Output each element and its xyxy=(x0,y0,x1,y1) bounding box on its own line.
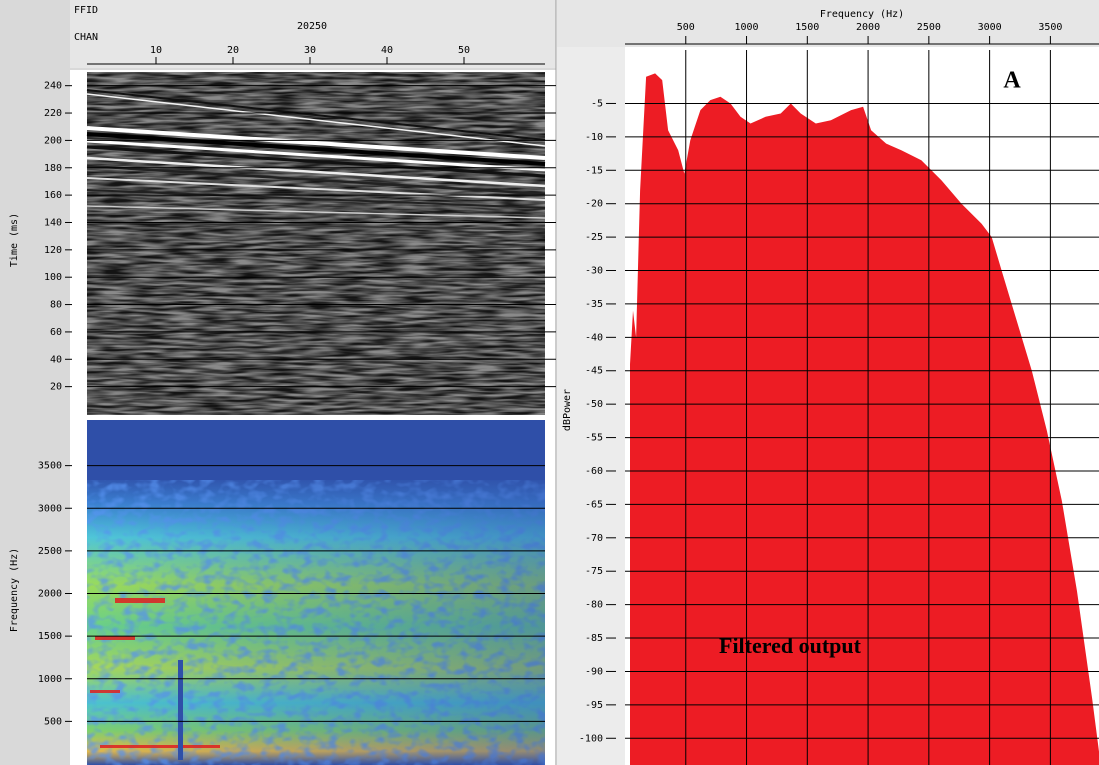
y-tick-label: 2500 xyxy=(38,546,62,557)
y-tick-label: -10 xyxy=(585,132,603,143)
y-tick-label: -70 xyxy=(585,533,603,544)
x-tick-label: 1000 xyxy=(734,22,758,33)
x-tick-label: 2000 xyxy=(856,22,880,33)
ffid-label: FFID xyxy=(74,5,98,16)
y-tick-label: -20 xyxy=(585,199,603,210)
y-tick-label: 40 xyxy=(50,354,62,365)
y-tick-label: -90 xyxy=(585,666,603,677)
x-tick-label: 1500 xyxy=(795,22,819,33)
right-header xyxy=(557,0,1099,47)
y-tick-label: 220 xyxy=(44,108,62,119)
seismic-noise xyxy=(87,72,545,415)
x-tick-label: 30 xyxy=(304,45,316,56)
x-tick-label: 10 xyxy=(150,45,162,56)
y-tick-label: -75 xyxy=(585,566,603,577)
y-tick-label: -85 xyxy=(585,633,603,644)
y-tick-label: 100 xyxy=(44,272,62,283)
y-axis-title: dBPower xyxy=(562,389,573,431)
y-tick-label: 3500 xyxy=(38,461,62,472)
y-tick-label: 1000 xyxy=(38,674,62,685)
y-tick-label: -95 xyxy=(585,700,603,711)
x-tick-label: 3000 xyxy=(978,22,1002,33)
spectrogram-empty-band xyxy=(87,420,545,480)
chan-label: CHAN xyxy=(74,32,98,43)
y-tick-label: 20 xyxy=(50,382,62,393)
spectrogram-dead-trace xyxy=(178,660,183,760)
x-tick-label: 50 xyxy=(458,45,470,56)
left-header xyxy=(70,0,556,68)
x-axis-title: Frequency (Hz) xyxy=(820,9,904,20)
y-tick-label: 160 xyxy=(44,190,62,201)
y-tick-label: 200 xyxy=(44,135,62,146)
y-tick-label: 120 xyxy=(44,245,62,256)
y-tick-label: 140 xyxy=(44,217,62,228)
annotation: Filtered output xyxy=(719,633,862,658)
y-tick-label: -60 xyxy=(585,466,603,477)
x-tick-label: 20 xyxy=(227,45,239,56)
y-tick-label: 80 xyxy=(50,300,62,311)
y-tick-label: 500 xyxy=(44,716,62,727)
y-tick-label: -55 xyxy=(585,433,603,444)
y-tick-label: -30 xyxy=(585,266,603,277)
y-tick-label: 1500 xyxy=(38,631,62,642)
y-tick-label: 180 xyxy=(44,163,62,174)
y-tick-label: -25 xyxy=(585,232,603,243)
y-axis-title: Time (ms) xyxy=(9,213,20,267)
y-tick-label: 3000 xyxy=(38,503,62,514)
ffid-value: 20250 xyxy=(297,21,327,32)
y-tick-label: -5 xyxy=(591,98,603,109)
y-tick-label: 60 xyxy=(50,327,62,338)
y-tick-label: -35 xyxy=(585,299,603,310)
y-tick-label: -50 xyxy=(585,399,603,410)
y-tick-label: -40 xyxy=(585,332,603,343)
x-tick-label: 3500 xyxy=(1038,22,1062,33)
y-tick-label: -100 xyxy=(579,733,603,744)
x-tick-label: 500 xyxy=(677,22,695,33)
y-tick-label: -45 xyxy=(585,366,603,377)
y-tick-label: 2000 xyxy=(38,589,62,600)
y-axis-title: Frequency (Hz) xyxy=(9,548,20,632)
panel-letter: A xyxy=(1003,68,1021,94)
y-tick-label: 240 xyxy=(44,81,62,92)
x-tick-label: 2500 xyxy=(917,22,941,33)
y-tick-label: -65 xyxy=(585,499,603,510)
screen: FFID 20250 CHAN Frequency (Hz) dBPower T… xyxy=(0,0,1099,765)
x-tick-label: 40 xyxy=(381,45,393,56)
y-tick-label: -15 xyxy=(585,165,603,176)
y-tick-label: -80 xyxy=(585,600,603,611)
